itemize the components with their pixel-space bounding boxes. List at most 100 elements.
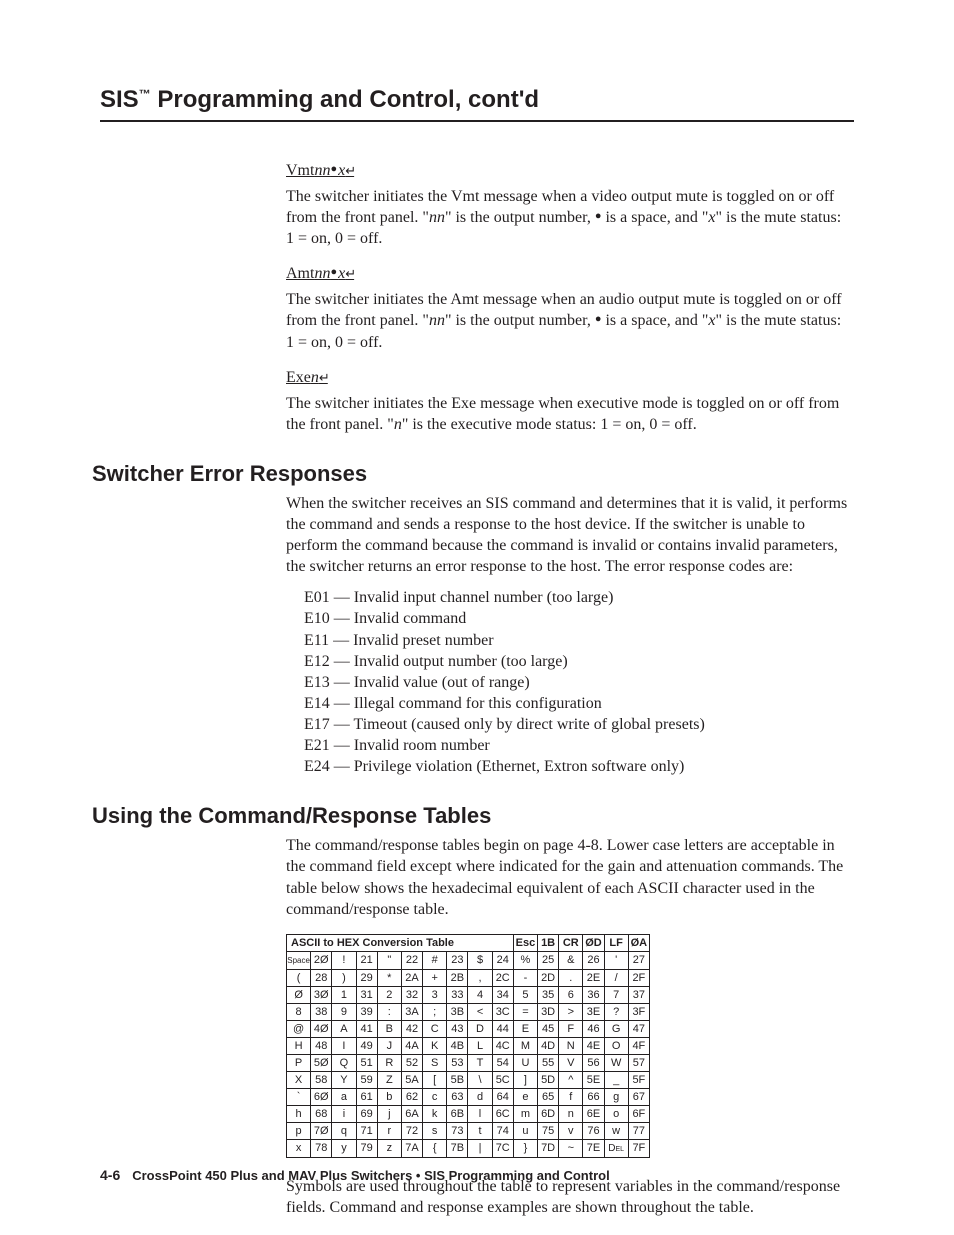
ascii-char-cell: 8 (287, 1003, 311, 1020)
ascii-char-cell: K (423, 1037, 447, 1054)
ascii-hex-cell: 45 (538, 1020, 559, 1037)
error-item: E01 — Invalid input channel number (too … (304, 587, 848, 608)
ascii-hex-cell: 6E (583, 1105, 604, 1122)
ascii-char-cell: - (513, 969, 537, 986)
amt-body: The switcher initiates the Amt message w… (286, 289, 848, 352)
error-item: E10 — Invalid command (304, 608, 848, 629)
footer: 4-6 CrossPoint 450 Plus and MAV Plus Swi… (100, 1167, 854, 1183)
ascii-hex-cell: 34 (492, 986, 513, 1003)
ascii-header-cell: CR (559, 934, 583, 951)
ascii-hex-cell: 55 (538, 1054, 559, 1071)
footer-text: CrossPoint 450 Plus and MAV Plus Switche… (132, 1168, 609, 1183)
exe-body: The switcher initiates the Exe message w… (286, 393, 848, 435)
ascii-hex-cell: 62 (401, 1088, 422, 1105)
ascii-header-cell: Esc (513, 934, 537, 951)
ascii-char-cell: ] (513, 1071, 537, 1088)
ascii-char-cell: I (332, 1037, 356, 1054)
ascii-hex-cell: 3C (492, 1003, 513, 1020)
ascii-char-cell: : (377, 1003, 401, 1020)
content-column: Vmtnn●x↵ The switcher initiates the Vmt … (286, 162, 848, 435)
ascii-char-cell: + (423, 969, 447, 986)
ascii-hex-cell: 68 (311, 1105, 332, 1122)
ascii-hex-cell: 5F (628, 1071, 649, 1088)
amt-heading: Amtnn●x↵ (286, 265, 848, 283)
ascii-char-cell: C (423, 1020, 447, 1037)
ascii-hex-cell: 74 (492, 1122, 513, 1139)
ascii-hex-cell: 36 (583, 986, 604, 1003)
ascii-hex-cell: 5A (401, 1071, 422, 1088)
errors-section-title: Switcher Error Responses (92, 461, 854, 487)
ascii-char-cell: U (513, 1054, 537, 1071)
ascii-row: h68i69j6Ak6Bl6Cm6Dn6Eo6F (287, 1105, 650, 1122)
ascii-char-cell: m (513, 1105, 537, 1122)
ascii-table: ASCII to HEX Conversion TableEsc1BCRØDLF… (286, 934, 650, 1158)
ascii-char-cell: H (287, 1037, 311, 1054)
error-item: E24 — Privilege violation (Ethernet, Ext… (304, 756, 848, 777)
ascii-hex-cell: 6C (492, 1105, 513, 1122)
ascii-char-cell: 4 (468, 986, 492, 1003)
ascii-hex-cell: 21 (356, 951, 377, 969)
ascii-char-cell: 9 (332, 1003, 356, 1020)
ascii-hex-cell: 23 (447, 951, 468, 969)
tables-content: The command/response tables begin on pag… (286, 835, 848, 1218)
ascii-hex-cell: 73 (447, 1122, 468, 1139)
ascii-char-cell: k (423, 1105, 447, 1122)
ascii-hex-cell: 7F (628, 1139, 649, 1157)
ascii-hex-cell: 2E (583, 969, 604, 986)
ascii-char-cell: { (423, 1139, 447, 1157)
ascii-char-cell: = (513, 1003, 537, 1020)
ascii-char-cell: p (287, 1122, 311, 1139)
ascii-hex-cell: 2D (538, 969, 559, 986)
ascii-hex-cell: 72 (401, 1122, 422, 1139)
ascii-row: @4ØA41B42C43D44E45F46G47 (287, 1020, 650, 1037)
ascii-hex-cell: 64 (492, 1088, 513, 1105)
ascii-char-cell: # (423, 951, 447, 969)
ascii-table-title: ASCII to HEX Conversion Table (287, 934, 514, 951)
ascii-hex-cell: 53 (447, 1054, 468, 1071)
ascii-hex-cell: 29 (356, 969, 377, 986)
ascii-row: H48I49J4AK4BL4CM4DN4EO4F (287, 1037, 650, 1054)
ascii-hex-cell: 78 (311, 1139, 332, 1157)
ascii-hex-cell: 54 (492, 1054, 513, 1071)
ascii-char-cell: x (287, 1139, 311, 1157)
ascii-hex-cell: 4A (401, 1037, 422, 1054)
ascii-row: P5ØQ51R52S53T54U55V56W57 (287, 1054, 650, 1071)
ascii-hex-cell: 31 (356, 986, 377, 1003)
ascii-hex-cell: 25 (538, 951, 559, 969)
ascii-char-cell: y (332, 1139, 356, 1157)
ascii-char-cell: q (332, 1122, 356, 1139)
ascii-hex-cell: 26 (583, 951, 604, 969)
ascii-hex-cell: 7D (538, 1139, 559, 1157)
ascii-char-cell: v (559, 1122, 583, 1139)
ascii-hex-cell: 7Ø (311, 1122, 332, 1139)
ascii-char-cell: o (604, 1105, 628, 1122)
ascii-char-cell: J (377, 1037, 401, 1054)
ascii-char-cell: Space (287, 951, 311, 969)
ascii-hex-cell: 79 (356, 1139, 377, 1157)
ascii-hex-cell: 3F (628, 1003, 649, 1020)
ascii-char-cell: 2 (377, 986, 401, 1003)
ascii-char-cell: P (287, 1054, 311, 1071)
ascii-hex-cell: 59 (356, 1071, 377, 1088)
ascii-hex-cell: 3B (447, 1003, 468, 1020)
ascii-char-cell: Z (377, 1071, 401, 1088)
ascii-char-cell: % (513, 951, 537, 969)
ascii-char-cell: c (423, 1088, 447, 1105)
ascii-hex-cell: 4F (628, 1037, 649, 1054)
ascii-char-cell: j (377, 1105, 401, 1122)
ascii-hex-cell: 5E (583, 1071, 604, 1088)
ascii-hex-cell: 4D (538, 1037, 559, 1054)
ascii-char-cell: N (559, 1037, 583, 1054)
ascii-hex-cell: 47 (628, 1020, 649, 1037)
ascii-hex-cell: 69 (356, 1105, 377, 1122)
ascii-char-cell: } (513, 1139, 537, 1157)
ascii-hex-cell: 39 (356, 1003, 377, 1020)
ascii-hex-cell: 46 (583, 1020, 604, 1037)
ascii-row: 838939:3A;3B<3C=3D>3E?3F (287, 1003, 650, 1020)
ascii-hex-cell: 27 (628, 951, 649, 969)
error-item: E13 — Invalid value (out of range) (304, 672, 848, 693)
ascii-row: X58Y59Z5A[5B\5C]5D^5E_5F (287, 1071, 650, 1088)
ascii-char-cell: X (287, 1071, 311, 1088)
ascii-char-cell: s (423, 1122, 447, 1139)
ascii-char-cell: ) (332, 969, 356, 986)
